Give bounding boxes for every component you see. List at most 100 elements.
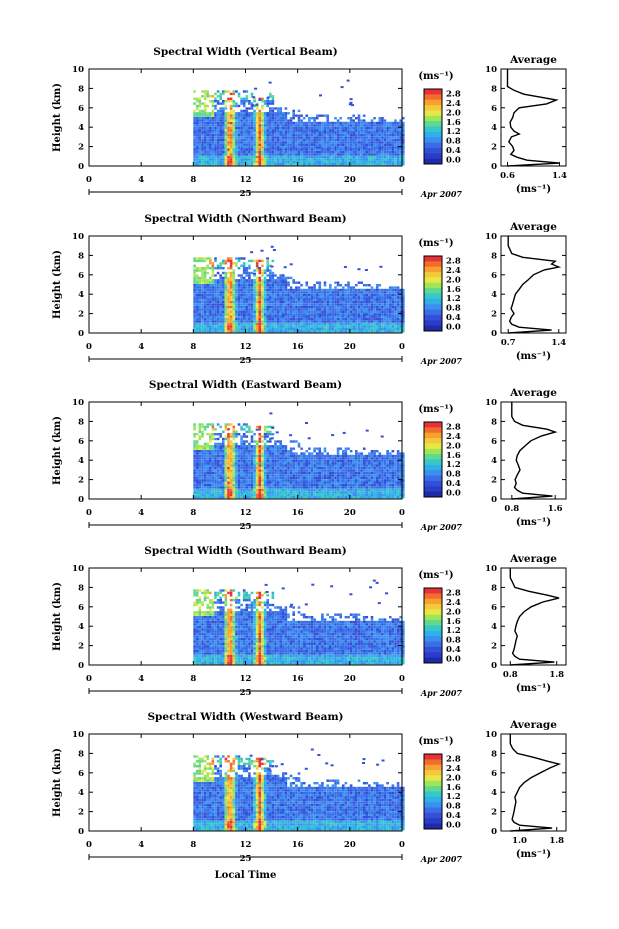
heatmap-cell <box>344 308 348 311</box>
heatmap-cell <box>402 121 405 125</box>
heatmap-cell <box>344 158 348 161</box>
heatmap-cell <box>222 469 225 472</box>
heatmap-cell <box>242 320 246 323</box>
heatmap-cell <box>297 466 301 470</box>
heatmap-cell <box>326 310 329 313</box>
heatmap-cell <box>274 496 277 499</box>
heatmap-cell <box>282 158 285 161</box>
heatmap-cell <box>402 303 405 306</box>
heatmap-cell <box>245 284 249 287</box>
heatmap-cell <box>349 136 353 139</box>
heatmap-cell <box>279 148 282 151</box>
heatmap-cell <box>232 143 236 146</box>
heatmap-cell <box>292 481 295 484</box>
heatmap-cell <box>334 296 337 299</box>
heatmap-cell <box>368 303 371 306</box>
heatmap-cell <box>193 102 196 105</box>
heatmap-cell <box>282 471 285 475</box>
heatmap-cell <box>297 327 301 330</box>
heatmap-cell <box>302 322 306 326</box>
heatmap-cell <box>368 291 371 294</box>
heatmap-cell <box>308 288 311 292</box>
heatmap-cell <box>198 320 202 323</box>
heatmap-cell <box>253 138 256 142</box>
heatmap-cell <box>331 320 335 323</box>
heatmap-cell <box>318 327 322 330</box>
heatmap-cell <box>245 298 249 301</box>
heatmap-cell <box>263 276 267 280</box>
heatmap-cell <box>253 317 256 321</box>
heatmap-cell <box>237 291 241 294</box>
heatmap-cell <box>292 483 295 487</box>
heatmap-cell <box>248 315 251 318</box>
heatmap-cell <box>378 121 382 125</box>
heatmap-cell <box>389 296 392 299</box>
heatmap-cell <box>219 107 222 110</box>
heatmap-cell <box>193 428 196 431</box>
heatmap-cell <box>370 317 374 321</box>
heatmap-cell <box>360 325 363 328</box>
heatmap-cell <box>295 160 298 163</box>
x-tick-label: 16 <box>292 342 304 352</box>
heatmap-cell <box>368 308 371 311</box>
heatmap-cell <box>352 158 355 161</box>
heatmap-cell <box>368 310 371 313</box>
heatmap-cell <box>227 457 230 460</box>
heatmap-cell <box>240 457 243 460</box>
heatmap-cell <box>242 269 246 272</box>
heatmap-cell <box>305 160 309 163</box>
heatmap-cell <box>258 479 262 482</box>
heatmap-cell <box>198 293 202 297</box>
heatmap-cell <box>334 313 337 316</box>
heatmap-cell <box>378 291 382 294</box>
heatmap-cell <box>274 153 277 156</box>
heatmap-cell <box>289 133 293 137</box>
heatmap-cell <box>292 150 295 154</box>
heatmap-cell <box>229 141 233 144</box>
heatmap-cell <box>342 124 345 127</box>
heatmap-cell <box>219 479 222 482</box>
heatmap-cell <box>276 284 280 287</box>
heatmap-cell <box>229 493 233 496</box>
heatmap-cell <box>266 486 269 489</box>
heatmap-cell <box>292 114 295 117</box>
heatmap-cell <box>274 305 277 309</box>
heatmap-cell <box>300 327 303 330</box>
heatmap-cell <box>357 325 361 328</box>
heatmap-cell <box>300 119 303 122</box>
heatmap-cell <box>237 303 241 306</box>
heatmap-cell <box>295 291 298 294</box>
heatmap-cell <box>261 269 264 272</box>
heatmap-cell <box>258 288 262 292</box>
heatmap-cell <box>198 445 202 448</box>
heatmap-cell <box>362 146 366 149</box>
heatmap-cell <box>261 150 264 154</box>
heatmap-cell <box>242 262 246 265</box>
heatmap-cell <box>248 310 251 313</box>
heatmap-cell <box>326 322 329 326</box>
heatmap-cell <box>271 133 275 137</box>
heatmap-cell <box>331 298 335 301</box>
heatmap-cell <box>310 462 314 465</box>
heatmap-cell <box>242 97 246 100</box>
heatmap-cell <box>375 308 379 311</box>
heatmap-cell <box>336 150 340 154</box>
heatmap-cell <box>284 466 288 470</box>
heatmap-cell <box>258 433 262 436</box>
heatmap-cell <box>235 158 238 161</box>
heatmap-cell <box>232 150 236 154</box>
heatmap-cell <box>402 150 405 154</box>
heatmap-cell <box>222 131 225 134</box>
y-tick-label: 2 <box>491 310 497 320</box>
heatmap-cell <box>222 447 225 450</box>
heatmap-cell <box>195 310 199 313</box>
heatmap-cell <box>266 97 269 100</box>
heatmap-cell <box>269 450 272 453</box>
heatmap-cell <box>255 454 259 458</box>
heatmap-cell <box>305 315 309 318</box>
heatmap-cell <box>318 281 322 284</box>
colorbar-swatch <box>424 277 442 284</box>
heatmap-cell <box>402 310 405 313</box>
heatmap-cell <box>206 462 209 465</box>
heatmap-cell <box>237 279 241 282</box>
